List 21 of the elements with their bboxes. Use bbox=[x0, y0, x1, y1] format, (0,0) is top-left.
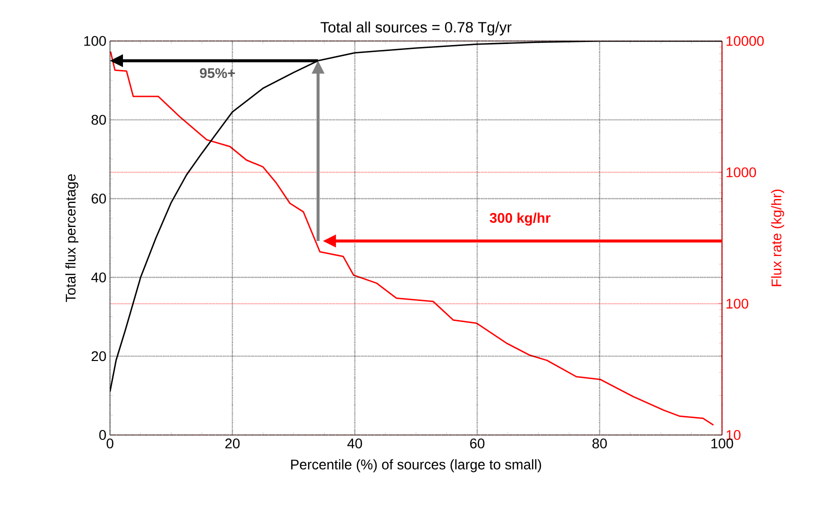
x-tick-label: 0 bbox=[106, 438, 114, 448]
x-tick-label: 40 bbox=[347, 438, 362, 448]
y2-tick-label: 1000 bbox=[726, 167, 756, 178]
y-tick-label: 40 bbox=[91, 272, 106, 282]
chart-title: Total all sources = 0.78 Tg/yr bbox=[320, 22, 512, 36]
x-tick-label: 60 bbox=[470, 438, 484, 448]
y-tick-label: 60 bbox=[92, 194, 106, 204]
y-axis-title: Total flux percentage bbox=[65, 174, 78, 302]
y-tick-label: 80 bbox=[92, 114, 106, 125]
y-tick-label: 100 bbox=[84, 36, 106, 46]
x-axis-title: Percentile (%) of sources (large to small) bbox=[291, 459, 542, 472]
x-tick-label: 100 bbox=[711, 438, 734, 448]
y2-axis-title: Flux rate (kg/hr) bbox=[771, 190, 784, 286]
y-tick-label: 20 bbox=[92, 351, 106, 362]
ref-line-label: 300 kg/hr bbox=[490, 212, 550, 226]
x-tick-label: 80 bbox=[592, 438, 607, 448]
y-tick-label: 0 bbox=[99, 430, 106, 440]
y2-tick-label: 100 bbox=[726, 298, 748, 309]
y2-tick-label: 10000 bbox=[726, 36, 764, 46]
ref-line-label: 95%+ bbox=[200, 68, 235, 78]
x-tick-label: 20 bbox=[225, 438, 240, 448]
